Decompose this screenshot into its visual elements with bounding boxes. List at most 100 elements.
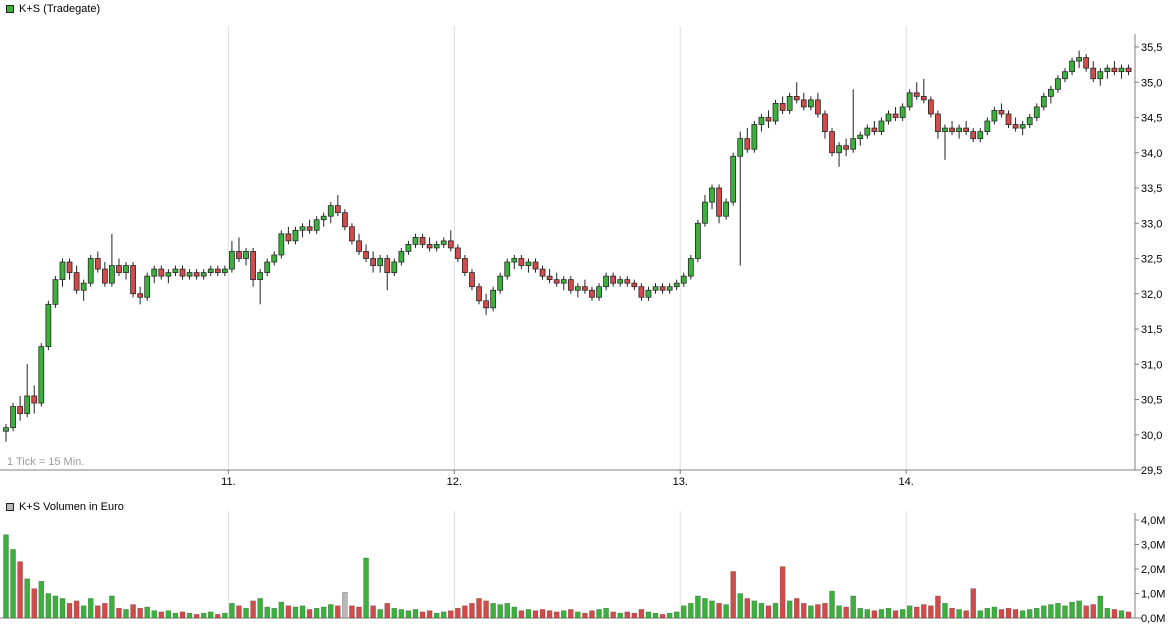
candle-down: [250, 251, 256, 281]
candle-up: [200, 272, 207, 277]
volume-bar: [709, 600, 715, 619]
candle-up: [1062, 71, 1068, 80]
volume-bar: [1034, 607, 1040, 619]
volume-chart-header: K+S Volumen in Euro: [6, 501, 124, 513]
candle-down: [624, 279, 631, 284]
y-axis-price-label: 34,5: [1141, 113, 1162, 125]
y-axis-price-label: 32,5: [1141, 254, 1162, 266]
volume-bar: [560, 610, 567, 619]
candle-up: [525, 261, 532, 266]
volume-bar: [10, 549, 16, 619]
candle-down: [334, 205, 341, 214]
y-axis-price-label: 31,0: [1141, 359, 1162, 371]
volume-bar: [356, 606, 362, 619]
candle-up: [942, 127, 948, 132]
volume-bar: [984, 607, 991, 619]
volume-bar: [405, 610, 412, 619]
volume-bar: [913, 606, 920, 619]
volume-bar: [66, 603, 73, 619]
volume-bar: [659, 614, 666, 619]
volume-bar: [123, 609, 129, 619]
candle-up: [52, 279, 59, 305]
volume-bar: [483, 600, 489, 619]
candle-down: [1083, 57, 1090, 69]
volume-bar: [956, 609, 962, 619]
volume-bar: [299, 605, 306, 619]
candle-up: [652, 286, 659, 291]
candle-down: [349, 226, 355, 242]
candle-down: [949, 127, 955, 132]
candle-down: [419, 236, 426, 245]
volume-bar: [1097, 595, 1104, 619]
volume-bar: [24, 578, 30, 619]
volume-bar: [328, 604, 334, 619]
candle-down: [94, 258, 101, 270]
volume-bar: [949, 607, 955, 619]
volume-bar: [617, 612, 623, 619]
candle-up: [1076, 57, 1082, 62]
candle-up: [977, 131, 984, 140]
volume-bar: [758, 603, 765, 619]
volume-bar: [751, 600, 758, 619]
candle-down: [31, 395, 38, 404]
volume-bar: [292, 606, 299, 619]
volume-bar: [942, 603, 948, 619]
volume-bar: [532, 610, 539, 619]
volume-bar: [271, 607, 278, 619]
volume-bar: [589, 610, 595, 619]
volume-bar: [963, 610, 969, 619]
candle-up: [560, 279, 567, 284]
volume-bar: [320, 606, 327, 619]
candle-up: [1048, 88, 1054, 97]
candle-up: [264, 261, 271, 273]
candle-up: [1069, 60, 1075, 73]
volume-bar: [1125, 611, 1132, 619]
candle-up: [433, 244, 440, 249]
candle-up: [737, 138, 744, 157]
candle-up: [327, 205, 334, 217]
candle-down: [130, 265, 136, 295]
volume-bar: [928, 605, 934, 619]
volume-bar: [476, 598, 482, 619]
y-axis-volume-label: 3,0M: [1141, 540, 1165, 552]
volume-bar: [433, 612, 440, 619]
candle-up: [1026, 117, 1033, 125]
volume-bar: [850, 595, 856, 619]
candle-up: [1104, 67, 1111, 73]
volume-chart[interactable]: 4,0M 3,0M 2,0M 1,0M 0,0M: [0, 495, 1175, 630]
volume-bar: [899, 609, 906, 619]
volume-bar: [1012, 609, 1019, 619]
volume-bar: [87, 598, 94, 619]
candle-up: [440, 240, 447, 245]
y-axis-price-label: 32,0: [1141, 289, 1162, 301]
candle-up: [1097, 71, 1104, 80]
candle-up: [405, 244, 412, 252]
candle-up: [10, 406, 16, 429]
volume-bar: [1111, 609, 1118, 619]
volume-bar: [207, 611, 214, 619]
volume-bar: [624, 611, 631, 619]
candle-down: [285, 233, 292, 242]
candle-down: [214, 268, 221, 273]
volume-bar: [342, 592, 348, 619]
candle-down: [935, 113, 941, 132]
volume-bar: [73, 600, 80, 619]
volume-bar: [793, 598, 800, 619]
x-axis-day-label: 13.: [673, 476, 688, 488]
volume-bar: [17, 561, 23, 619]
volume-bar: [511, 606, 518, 619]
volume-bar: [377, 609, 383, 619]
candle-down: [1005, 113, 1012, 125]
volume-bar: [419, 611, 426, 619]
volume-bar: [688, 603, 694, 619]
volume-bar: [349, 605, 355, 619]
candle-down: [892, 113, 899, 118]
candle-down: [447, 240, 454, 249]
volume-bar: [1118, 610, 1125, 619]
volume-bar: [391, 607, 398, 619]
candlestick-chart[interactable]: 11. 12. 13. 14. 35,5 35,0 34,5 34,0 33,5 33,0 32,5…: [0, 0, 1175, 495]
candle-up: [695, 222, 701, 259]
candle-down: [779, 103, 786, 111]
y-axis-volume-label: 4,0M: [1141, 515, 1165, 527]
candle-up: [702, 201, 708, 224]
